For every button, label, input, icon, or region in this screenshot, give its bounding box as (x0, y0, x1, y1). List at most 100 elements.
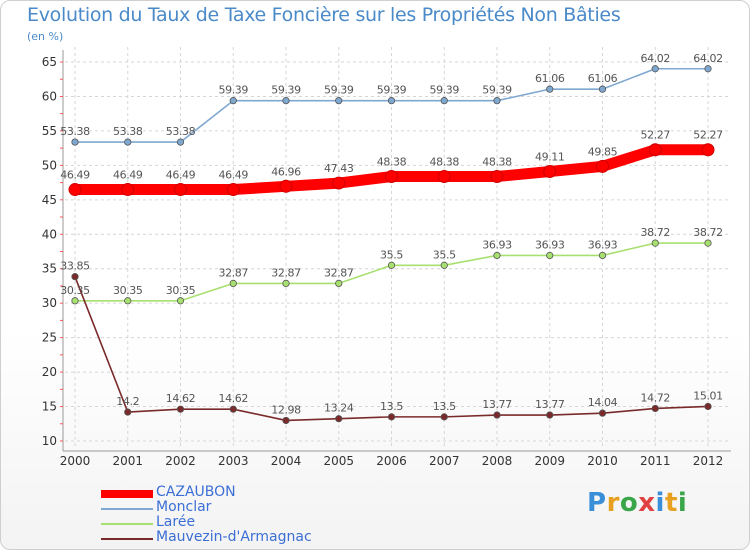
logo-letter: P (587, 488, 607, 518)
data-label: 13.5 (380, 400, 403, 413)
data-point (704, 65, 712, 73)
data-point (704, 239, 712, 247)
data-point (437, 170, 451, 184)
unit-label: (en %) (27, 30, 64, 43)
data-label: 36.93 (535, 238, 565, 251)
data-point (71, 138, 79, 146)
legend-label-monclar: Monclar (156, 499, 212, 515)
logo-letter: x (638, 488, 656, 518)
data-label: 59.39 (219, 84, 249, 97)
x-tick-label: 2009 (534, 454, 565, 468)
data-point (226, 183, 240, 197)
data-label: 13.77 (482, 398, 512, 411)
data-point (335, 97, 343, 105)
y-tick-label: 45 (42, 193, 57, 207)
data-point (229, 279, 237, 288)
data-point (546, 411, 554, 419)
y-tick-label: 35 (42, 262, 57, 276)
data-point (387, 413, 396, 421)
data-label: 59.39 (377, 84, 407, 97)
logo-letter: o (619, 488, 639, 518)
data-label: 14.2 (116, 395, 139, 408)
data-point (546, 85, 554, 93)
data-label: 52.27 (693, 129, 723, 142)
data-point (598, 251, 607, 260)
y-tick-label: 15 (42, 400, 57, 414)
data-point (174, 183, 187, 197)
data-label: 52.27 (641, 129, 671, 142)
data-point (71, 297, 79, 305)
data-label: 59.39 (271, 84, 301, 97)
data-point (71, 273, 79, 281)
data-label: 46.49 (113, 169, 143, 182)
data-point (387, 97, 396, 105)
data-label: 13.77 (535, 398, 565, 411)
data-label: 53.38 (60, 125, 90, 138)
data-label: 46.96 (271, 165, 301, 178)
x-tick-label: 2011 (640, 454, 671, 468)
legend-swatch-monclar (101, 508, 153, 510)
data-point (387, 261, 396, 269)
data-point (68, 183, 82, 197)
data-label: 46.49 (60, 169, 90, 182)
data-label: 30.35 (166, 284, 196, 297)
data-point (335, 415, 343, 423)
data-point (704, 402, 712, 411)
data-point (385, 170, 398, 184)
x-tick-label: 2002 (165, 454, 196, 468)
x-tick-label: 2007 (429, 454, 460, 468)
data-point (229, 97, 237, 105)
data-label: 59.39 (430, 84, 460, 97)
data-label: 15.01 (693, 389, 723, 402)
x-tick-label: 2012 (693, 454, 724, 468)
data-point (493, 97, 501, 105)
legend-label-mauvezin: Mauvezin-d'Armagnac (156, 529, 312, 545)
y-tick-label: 50 (42, 158, 57, 172)
data-point (124, 408, 132, 416)
data-label: 14.62 (166, 392, 196, 405)
x-tick-label: 2006 (376, 454, 407, 468)
data-label: 53.38 (113, 125, 143, 138)
data-label: 53.38 (166, 125, 196, 138)
data-label: 35.5 (433, 248, 456, 261)
data-label: 38.72 (693, 226, 723, 239)
data-label: 30.35 (113, 284, 143, 297)
data-label: 32.87 (324, 266, 354, 279)
x-tick-label: 2003 (218, 454, 249, 468)
data-point (596, 159, 609, 173)
data-point (121, 183, 135, 197)
data-point (440, 97, 448, 105)
data-label: 14.62 (219, 392, 249, 405)
legend-label-laree: Larée (156, 514, 196, 530)
data-label: 13.24 (324, 402, 354, 415)
data-label: 36.93 (482, 238, 512, 251)
logo-letter: i (655, 488, 665, 518)
legend-swatch-laree (101, 523, 153, 525)
data-label: 49.11 (535, 150, 565, 163)
data-label: 49.85 (588, 145, 618, 158)
x-tick-label: 2010 (587, 454, 618, 468)
data-point (279, 179, 293, 193)
data-point (598, 409, 607, 417)
data-point (282, 416, 290, 425)
data-point (176, 405, 185, 413)
data-label: 61.06 (535, 72, 565, 85)
logo-letter: r (606, 488, 620, 518)
data-label: 46.49 (219, 169, 249, 182)
data-label: 38.72 (641, 226, 671, 239)
data-point (598, 85, 607, 93)
data-point (440, 261, 448, 269)
data-label: 61.06 (588, 72, 618, 85)
x-tick-label: 2000 (60, 454, 91, 468)
data-label: 32.87 (219, 266, 249, 279)
y-tick-label: 10 (42, 434, 57, 448)
chart-title: Evolution du Taux de Taxe Foncière sur l… (27, 4, 621, 26)
legend-swatch-mauvezin (101, 538, 153, 540)
data-label: 36.93 (588, 238, 618, 251)
x-tick-label: 2001 (112, 454, 143, 468)
x-tick-label: 2005 (323, 454, 354, 468)
data-label: 14.72 (641, 391, 671, 404)
y-tick-label: 30 (42, 296, 57, 310)
y-tick-label: 40 (42, 227, 57, 241)
